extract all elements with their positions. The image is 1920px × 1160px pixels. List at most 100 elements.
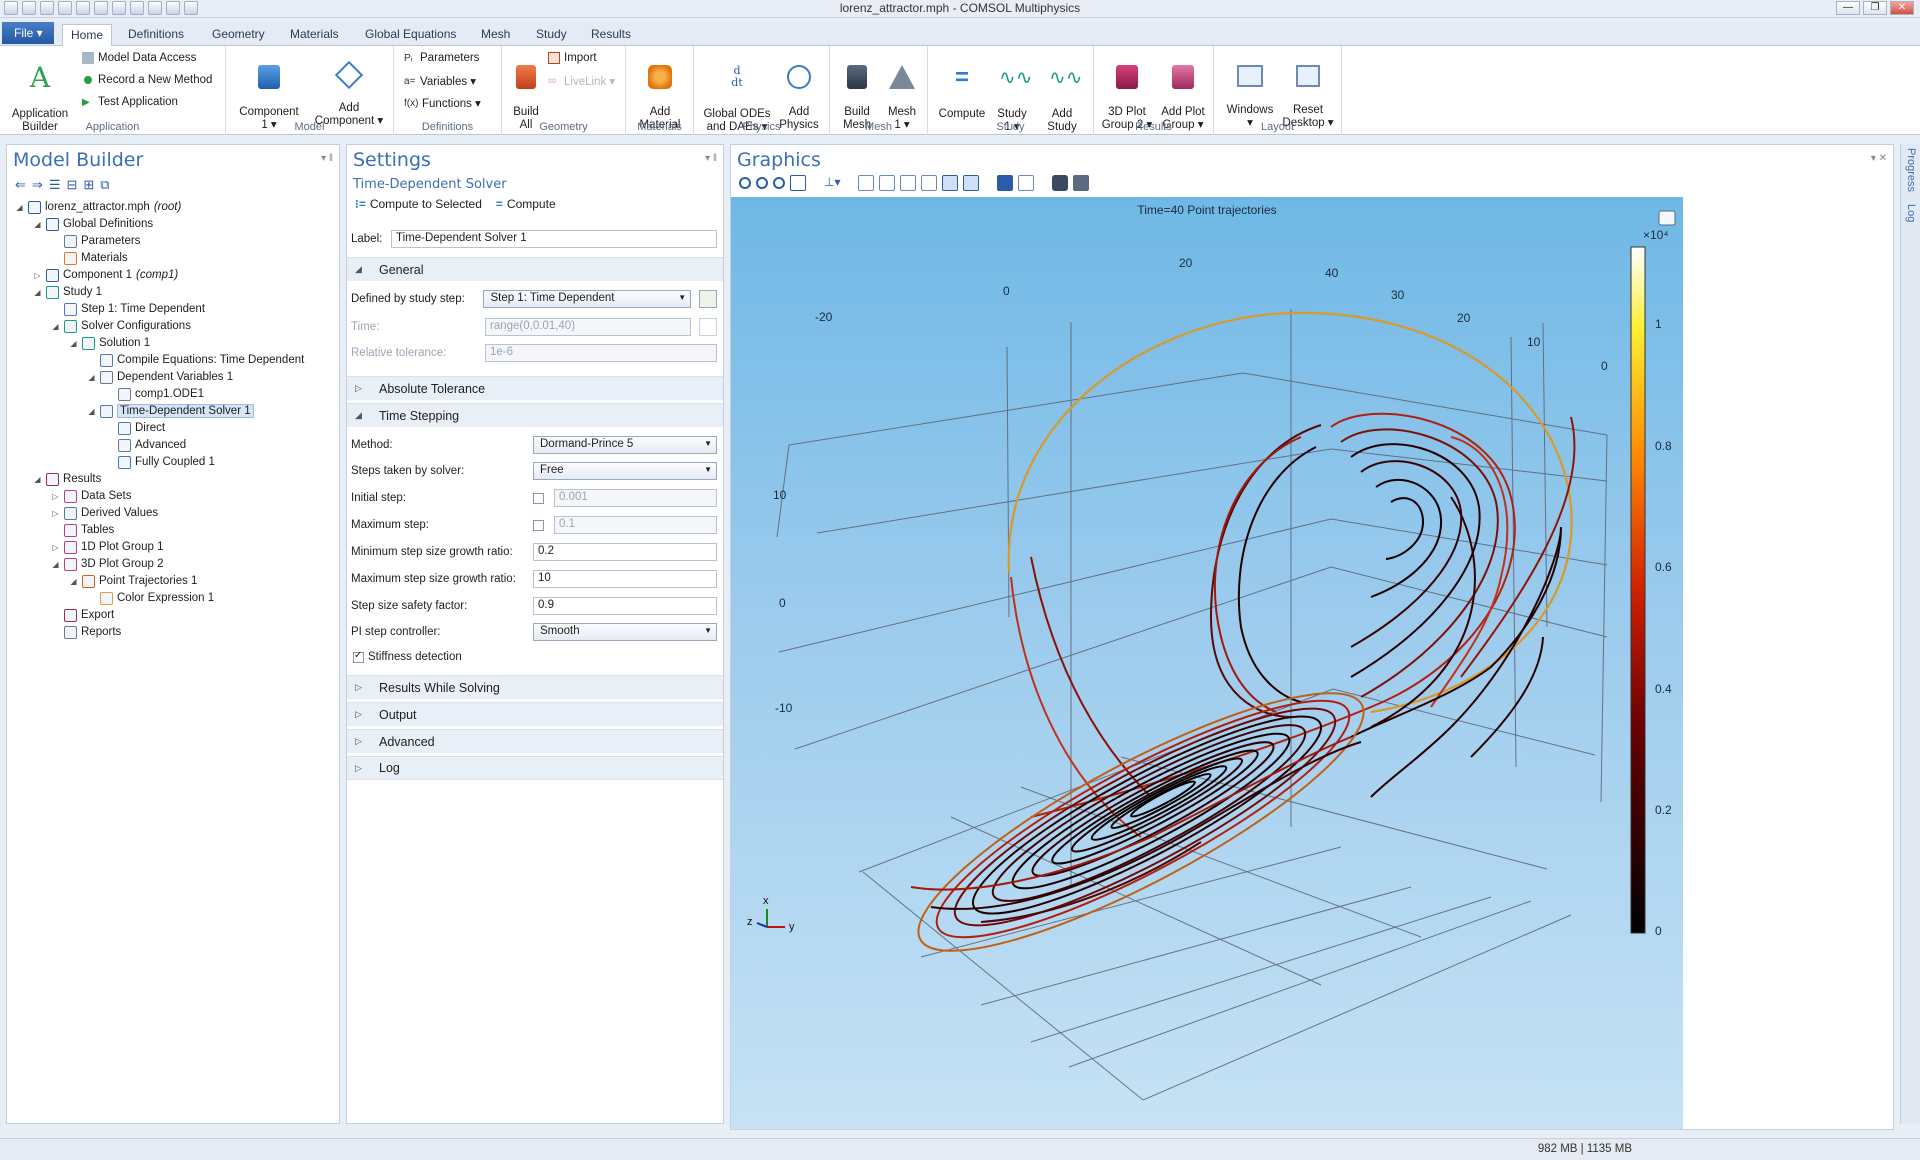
tree-node[interactable]: ◢ Dependent Variables 1	[87, 369, 233, 385]
tree-node[interactable]: ◢ lorenz_attractor.mph (root)	[15, 199, 181, 215]
compute-to-selected-button[interactable]: ⁝= Compute to Selected	[355, 197, 482, 211]
zoom-extents-icon[interactable]	[790, 175, 806, 191]
tree-node[interactable]: Materials	[51, 250, 128, 266]
range-icon[interactable]	[699, 318, 717, 336]
view-zx-icon[interactable]	[900, 175, 916, 191]
view-3d-icon[interactable]	[921, 175, 937, 191]
tree-node[interactable]: comp1.ODE1	[105, 386, 204, 402]
duplicate-icon[interactable]	[148, 1, 162, 15]
initial-step-checkbox[interactable]	[533, 492, 544, 504]
open-icon[interactable]	[22, 1, 36, 15]
tree-twisty-icon[interactable]: ◢	[16, 202, 23, 212]
add-plot-group-button[interactable]: Add Plot Group ▾	[1154, 52, 1212, 132]
compute-button-settings[interactable]: = Compute	[495, 197, 556, 211]
lorenz-plot[interactable]: Time=40 Point trajectories -20 0 20 40 3…	[731, 197, 1683, 1129]
file-menu-button[interactable]: File ▾	[2, 22, 54, 44]
tree-twisty-icon[interactable]: ◢	[88, 406, 95, 416]
section-log[interactable]: ▷ Log	[347, 756, 723, 780]
zoom-in-icon[interactable]	[739, 177, 751, 189]
time-field[interactable]: range(0,0.01,40)	[485, 318, 691, 336]
grid-icon[interactable]	[942, 175, 958, 191]
tree-node[interactable]: ◢ Point Trajectories 1	[69, 573, 197, 589]
tree-twisty-icon[interactable]: ◢	[34, 474, 41, 484]
tree-twisty-icon[interactable]: ▷	[52, 542, 59, 552]
close-button[interactable]: ✕	[1890, 1, 1914, 15]
redo-icon[interactable]	[94, 1, 108, 15]
delete-icon[interactable]	[166, 1, 180, 15]
tree-node[interactable]: ▷ Derived Values	[51, 505, 158, 521]
min-growth-field[interactable]: 0.2	[533, 543, 717, 561]
add-study-button[interactable]: ∿∿ Add Study	[1047, 67, 1083, 133]
copy-icon[interactable]	[112, 1, 126, 15]
stiffness-checkbox[interactable]	[353, 650, 364, 663]
plot-group-button[interactable]: 3D Plot Group 2 ▾	[1098, 52, 1156, 132]
section-general[interactable]: ◢ General	[347, 257, 723, 281]
forward-arrow-icon[interactable]: ⇒	[31, 177, 43, 192]
tree-twisty-icon[interactable]: ◢	[52, 559, 59, 569]
tree-twisty-icon[interactable]: ◢	[34, 219, 41, 229]
tab-home[interactable]: Home	[62, 24, 113, 46]
label-field[interactable]: Time-Dependent Solver 1	[391, 230, 717, 248]
collapse-icon[interactable]: ⊟	[66, 177, 78, 192]
tree-twisty-icon[interactable]: ◢	[70, 576, 77, 586]
new-icon[interactable]	[4, 1, 18, 15]
test-application-button[interactable]: ▶ Test Application	[82, 96, 178, 108]
section-absolute-tolerance[interactable]: ▷ Absolute Tolerance	[347, 376, 723, 400]
tree-node[interactable]: ◢ Study 1	[33, 284, 102, 300]
tree-node[interactable]: Reports	[51, 624, 121, 640]
tab-materials[interactable]: Materials	[290, 27, 339, 41]
print-icon[interactable]	[1073, 175, 1089, 191]
view-xy-icon[interactable]	[858, 175, 874, 191]
sort-icon[interactable]: ⧉	[100, 177, 110, 192]
tree-node[interactable]: Direct	[105, 420, 165, 436]
component-button[interactable]: Component 1 ▾	[236, 52, 302, 132]
tree-twisty-icon[interactable]: ◢	[88, 372, 95, 382]
tree-node[interactable]: ▷ 1D Plot Group 1	[51, 539, 163, 555]
tree-node[interactable]: ▷ Component 1 (comp1)	[33, 267, 178, 283]
settings-icon[interactable]	[184, 1, 198, 15]
add-component-button[interactable]: Add Component ▾	[310, 52, 388, 128]
method-select[interactable]: Dormand-Prince 5	[533, 436, 717, 454]
transparency-icon[interactable]	[1018, 175, 1034, 191]
axes-icon[interactable]	[963, 175, 979, 191]
steps-taken-select[interactable]: Free	[533, 462, 717, 480]
camera-icon[interactable]	[1052, 175, 1068, 191]
livelink-button[interactable]: ∞ LiveLink ▾	[548, 75, 616, 88]
safety-factor-field[interactable]: 0.9	[533, 597, 717, 615]
maximize-button[interactable]: ❐	[1863, 1, 1887, 15]
tree-node[interactable]: Export	[51, 607, 114, 623]
tree-twisty-icon[interactable]: ▷	[52, 491, 59, 501]
build-all-button[interactable]: Build All	[506, 52, 546, 132]
run-icon[interactable]	[58, 1, 72, 15]
relative-tolerance-field[interactable]: 1e-6	[485, 344, 717, 362]
tree-node[interactable]: ◢ Global Definitions	[33, 216, 153, 232]
tree-twisty-icon[interactable]: ▷	[34, 270, 41, 280]
tree-node[interactable]: Step 1: Time Dependent	[51, 301, 205, 317]
tree-twisty-icon[interactable]: ▷	[52, 508, 59, 518]
zoom-out-icon[interactable]	[756, 177, 768, 189]
functions-button[interactable]: f(x) Functions ▾	[404, 97, 481, 111]
show-icon[interactable]: ☰	[48, 177, 61, 192]
tree-node[interactable]: Color Expression 1	[87, 590, 214, 606]
section-time-stepping[interactable]: ◢ Time Stepping	[347, 403, 723, 427]
variables-button[interactable]: a= Variables ▾	[404, 75, 477, 89]
tree-node[interactable]: Compile Equations: Time Dependent	[87, 352, 304, 368]
compute-button[interactable]: = Compute	[938, 64, 986, 121]
paste-icon[interactable]	[130, 1, 144, 15]
tree-node[interactable]: Parameters	[51, 233, 140, 249]
scene-light-toggle-icon[interactable]	[1658, 210, 1676, 226]
build-mesh-button[interactable]: Build Mesh	[836, 52, 878, 132]
zoom-box-icon[interactable]	[773, 177, 785, 189]
tree-node[interactable]: Advanced	[105, 437, 186, 453]
axis-orientation-icon[interactable]: ⊥▾	[824, 175, 841, 189]
parameters-button[interactable]: Pᵢ Parameters	[404, 52, 480, 64]
log-tab[interactable]: Log	[1905, 204, 1917, 223]
tree-node[interactable]: ◢ Time-Dependent Solver 1	[87, 403, 254, 419]
pin-icon[interactable]: ▾ ‖	[321, 153, 333, 164]
tree-node[interactable]: Fully Coupled 1	[105, 454, 215, 470]
record-method-button[interactable]: Record a New Method	[82, 74, 212, 86]
expand-icon[interactable]: ⊞	[83, 177, 95, 192]
study-1-button[interactable]: ∿∿ Study 1 ▾	[997, 67, 1033, 133]
tree-node[interactable]: Tables	[51, 522, 114, 538]
max-growth-field[interactable]: 10	[533, 570, 717, 588]
